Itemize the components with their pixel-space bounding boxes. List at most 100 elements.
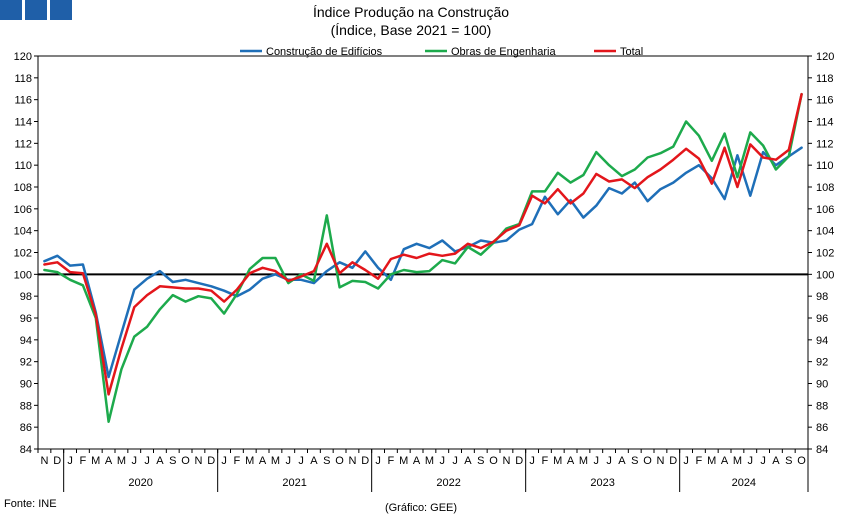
year-label: 2020 [128,477,152,489]
x-tick-label: J [221,455,227,467]
legend-label: Total [620,46,643,58]
x-tick-label: N [502,455,510,467]
year-label: 2021 [282,477,306,489]
y-tick-label-left: 88 [20,400,32,412]
x-tick-label: A [156,455,164,467]
x-tick-label: M [117,455,126,467]
x-tick-label: O [335,455,344,467]
x-tick-label: A [413,455,421,467]
y-tick-label-left: 100 [14,269,32,281]
y-tick-label-right: 112 [816,138,834,150]
x-tick-label: N [40,455,48,467]
x-tick-label: J [286,455,292,467]
y-tick-label-right: 104 [816,226,834,238]
x-tick-label: O [489,455,498,467]
x-tick-label: F [696,455,703,467]
x-tick-label: M [733,455,742,467]
y-tick-label-right: 110 [816,160,834,172]
x-tick-label: A [105,455,113,467]
x-tick-label: N [194,455,202,467]
x-tick-label: M [579,455,588,467]
x-tick-label: D [207,455,215,467]
x-tick-label: A [567,455,575,467]
y-tick-label-left: 84 [20,444,32,456]
series-lines [43,92,803,423]
y-tick-label-left: 98 [20,291,32,303]
y-tick-label-left: 104 [14,226,32,238]
y-tick-label-left: 92 [20,357,32,369]
x-tick-label: A [310,455,318,467]
y-tick-label-right: 88 [816,400,828,412]
x-tick-label: S [323,455,330,467]
x-tick-label: O [797,455,806,467]
y-tick-label-left: 106 [14,204,32,216]
x-tick-label: O [181,455,190,467]
x-tick-label: F [234,455,241,467]
y-tick-label-right: 120 [816,51,834,63]
x-tick-label: M [271,455,280,467]
series-line [43,146,803,379]
x-tick-label: J [594,455,600,467]
x-tick-label: A [772,455,780,467]
y-tick-label-left: 94 [20,335,32,347]
x-tick-label: F [542,455,549,467]
x-tick-label: D [361,455,369,467]
y-tick-label-right: 102 [816,248,834,260]
y-tick-label-right: 98 [816,291,828,303]
y-tick-label-right: 84 [816,444,828,456]
x-tick-label: M [245,455,254,467]
y-tick-label-right: 92 [816,357,828,369]
x-tick-label: A [618,455,626,467]
x-tick-label: F [388,455,395,467]
y-tick-label-left: 96 [20,313,32,325]
credit-note: (Gráfico: GEE) [385,502,457,514]
x-tick-label: J [529,455,535,467]
y-tick-label-left: 110 [14,160,32,172]
x-tick-label: S [631,455,638,467]
y-tick-label-left: 86 [20,422,32,434]
logo-square [25,0,47,20]
x-tick-label: A [721,455,729,467]
x-tick-label: S [477,455,484,467]
y-tick-label-left: 108 [14,182,32,194]
x-tick-label: M [707,455,716,467]
series-line [43,92,803,423]
x-tick-label: F [80,455,87,467]
y-tick-label-left: 118 [14,73,32,85]
y-tick-label-right: 96 [816,313,828,325]
x-tick-label: J [298,455,304,467]
x-tick-label: J [132,455,138,467]
y-tick-label-right: 106 [816,204,834,216]
y-tick-label-right: 100 [816,269,834,281]
y-tick-label-left: 116 [14,95,32,107]
x-tick-label: J [683,455,689,467]
x-tick-label: A [259,455,267,467]
y-tick-label-left: 102 [14,248,32,260]
year-label: 2023 [590,477,614,489]
x-tick-label: M [425,455,434,467]
y-tick-label-right: 114 [816,117,834,129]
x-tick-label: J [760,455,766,467]
x-tick-label: M [399,455,408,467]
chart-title: Índice Produção na Construção [313,4,509,20]
y-tick-label-left: 90 [20,379,32,391]
x-tick-label: J [144,455,150,467]
x-tick-label: J [748,455,754,467]
source-note: Fonte: INE [4,498,57,510]
legend-label: Obras de Engenharia [451,46,556,58]
y-tick-label-right: 94 [816,335,828,347]
y-tick-label-right: 116 [816,95,834,107]
x-tick-label: M [91,455,100,467]
x-tick-label: J [375,455,381,467]
y-tick-label-left: 114 [14,117,32,129]
x-tick-label: M [553,455,562,467]
x-tick-label: S [169,455,176,467]
year-label: 2022 [436,477,460,489]
logo-square [0,0,22,20]
plot-frame [37,55,809,450]
year-label: 2024 [732,477,756,489]
series-line [43,92,803,396]
y-tick-label-right: 90 [816,379,828,391]
logo-square [50,0,72,20]
